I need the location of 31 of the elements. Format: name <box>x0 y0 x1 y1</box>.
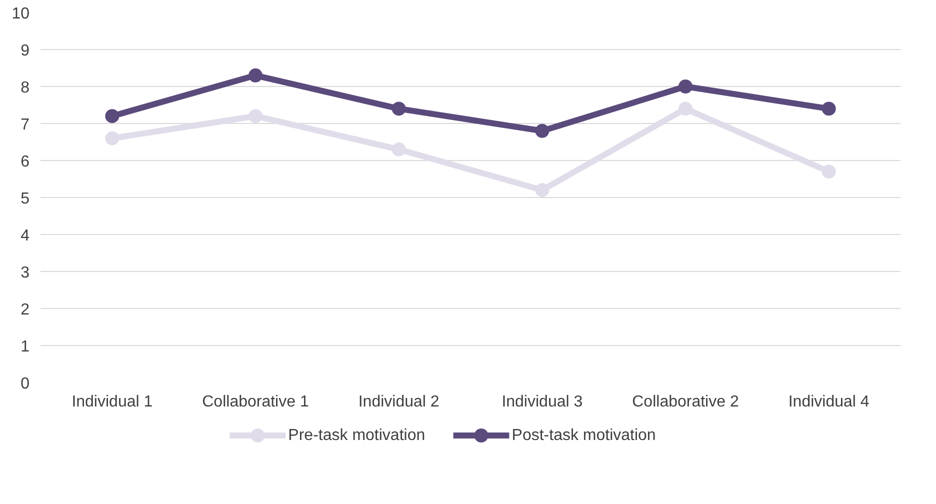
x-tick-label: Individual 1 <box>72 394 153 410</box>
point <box>678 102 692 116</box>
x-tick-label: Collaborative 1 <box>202 394 309 410</box>
y-tick-label: 1 <box>20 338 30 356</box>
point <box>105 131 120 146</box>
point <box>535 183 550 198</box>
y-tick-label: 9 <box>20 42 30 60</box>
legend-label: Post-task motivation <box>512 427 656 444</box>
point <box>822 102 836 116</box>
point <box>535 124 550 138</box>
point <box>105 109 120 124</box>
legend-label: Pre-task motivation <box>288 427 426 444</box>
y-tick-label: 4 <box>20 228 30 244</box>
point <box>248 109 262 124</box>
y-tick-label: 6 <box>20 154 30 170</box>
y-tick-label: 3 <box>20 264 30 282</box>
point <box>248 68 262 82</box>
point <box>822 164 836 179</box>
point <box>392 142 406 156</box>
y-tick-label: 0 <box>20 376 30 392</box>
x-tick-label: Individual 2 <box>358 394 440 410</box>
x-tick-label: Individual 4 <box>788 394 870 410</box>
y-tick-label: 5 <box>20 190 30 208</box>
y-tick-label: 7 <box>20 116 30 134</box>
y-tick-label: 2 <box>20 302 30 318</box>
x-tick-label: Individual 3 <box>502 394 583 410</box>
y-tick-label: 10 <box>12 6 30 22</box>
x-tick-label: Collaborative 2 <box>632 394 739 410</box>
point <box>392 102 406 116</box>
y-tick-label: 8 <box>20 80 30 96</box>
point <box>678 80 692 94</box>
